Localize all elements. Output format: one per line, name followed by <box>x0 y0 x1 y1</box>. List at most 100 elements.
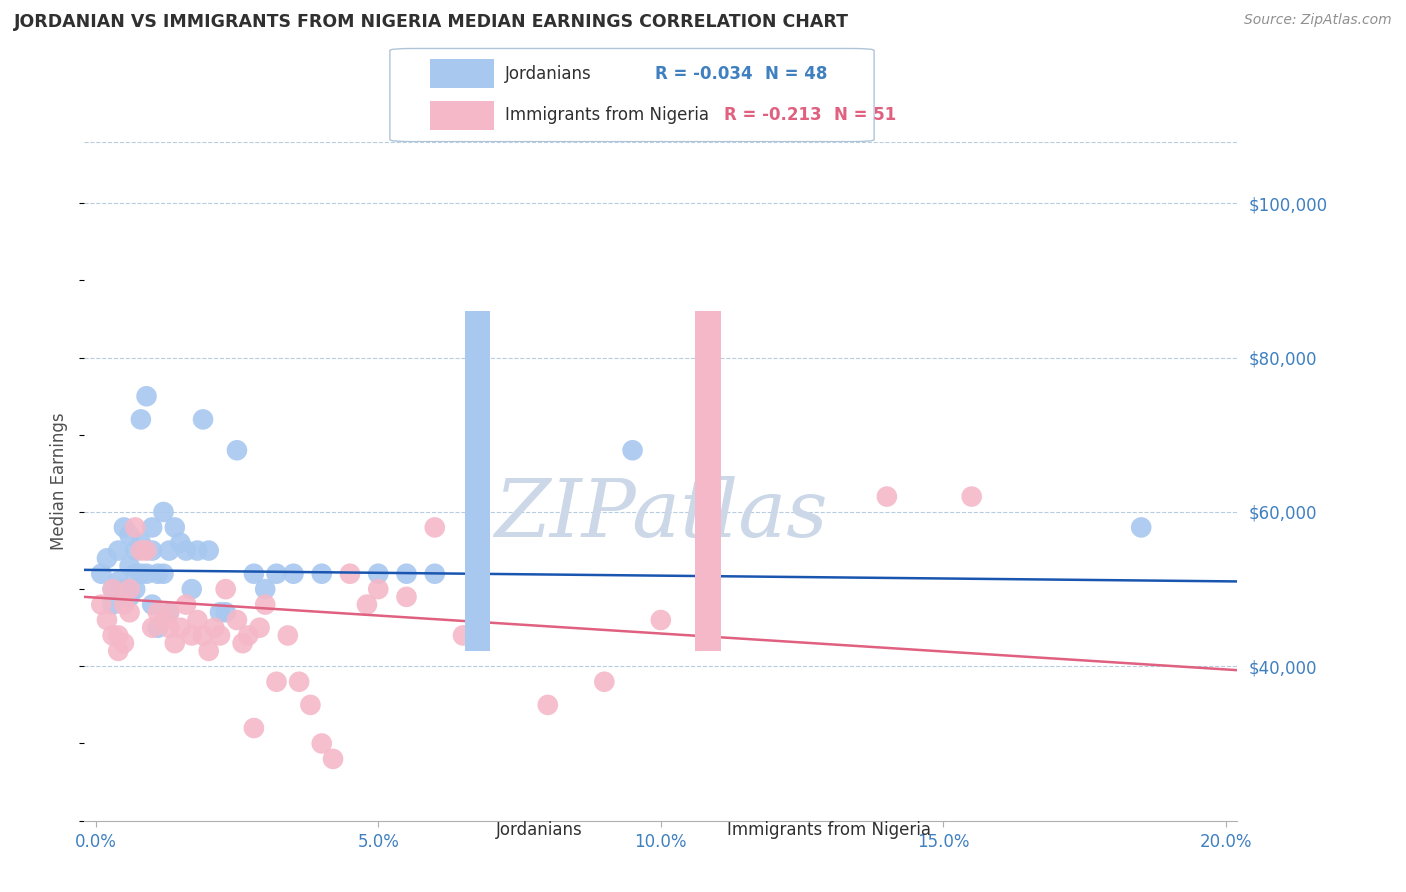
Point <box>90 598 112 612</box>
Point <box>163 636 186 650</box>
Point <box>232 636 254 650</box>
Point <box>152 566 174 581</box>
Text: JORDANIAN VS IMMIGRANTS FROM NIGERIA MEDIAN EARNINGS CORRELATION CHART: JORDANIAN VS IMMIGRANTS FROM NIGERIA MED… <box>14 13 849 31</box>
Point <box>266 674 288 689</box>
Point <box>96 613 118 627</box>
FancyBboxPatch shape <box>430 101 494 130</box>
Point <box>118 559 141 574</box>
Point <box>135 566 157 581</box>
Point <box>157 543 180 558</box>
Point <box>124 566 146 581</box>
Point <box>593 674 616 689</box>
Point <box>226 443 249 458</box>
Point <box>395 566 418 581</box>
Text: Immigrants from Nigeria: Immigrants from Nigeria <box>505 106 709 124</box>
Point <box>101 582 124 596</box>
Point <box>135 389 157 403</box>
Point <box>186 613 208 627</box>
Point <box>186 543 208 558</box>
Text: N = 51: N = 51 <box>834 106 896 124</box>
Point <box>124 582 146 596</box>
Point <box>367 566 389 581</box>
Point <box>163 520 186 534</box>
Point <box>1130 520 1153 534</box>
Point <box>107 644 129 658</box>
Point <box>197 543 219 558</box>
Point <box>243 721 266 735</box>
FancyBboxPatch shape <box>696 311 721 651</box>
Point <box>141 621 163 635</box>
Point <box>423 566 446 581</box>
Point <box>283 566 305 581</box>
Text: Source: ZipAtlas.com: Source: ZipAtlas.com <box>1244 13 1392 28</box>
Point <box>214 582 236 596</box>
Text: Immigrants from Nigeria: Immigrants from Nigeria <box>727 821 931 838</box>
Point <box>124 543 146 558</box>
Point <box>202 621 225 635</box>
Point <box>152 505 174 519</box>
Point <box>650 613 672 627</box>
Point <box>174 598 197 612</box>
Point <box>107 628 129 642</box>
Point <box>451 628 474 642</box>
Point <box>214 605 236 619</box>
Point <box>208 628 231 642</box>
Point <box>367 582 389 596</box>
Point <box>180 628 202 642</box>
Point <box>960 490 983 504</box>
Point <box>146 566 169 581</box>
Point <box>322 752 344 766</box>
Point <box>174 543 197 558</box>
Point <box>124 520 146 534</box>
Point <box>288 674 311 689</box>
Point <box>146 605 169 619</box>
Point <box>112 582 135 596</box>
Point <box>169 536 191 550</box>
Point <box>118 590 141 604</box>
Point <box>254 598 277 612</box>
Text: Jordanians: Jordanians <box>496 821 582 838</box>
Text: N = 48: N = 48 <box>765 65 827 83</box>
Text: ZIPatlas: ZIPatlas <box>494 476 828 554</box>
Point <box>266 566 288 581</box>
Point <box>299 698 322 712</box>
Point <box>226 613 249 627</box>
Point <box>876 490 898 504</box>
Point <box>238 628 260 642</box>
Point <box>339 566 361 581</box>
Point <box>118 582 141 596</box>
Point <box>152 613 174 627</box>
FancyBboxPatch shape <box>430 59 494 88</box>
Point <box>180 582 202 596</box>
Point <box>146 621 169 635</box>
Point <box>129 412 152 426</box>
Point <box>395 590 418 604</box>
Text: Jordanians: Jordanians <box>505 65 592 83</box>
Point <box>621 443 644 458</box>
Point <box>101 628 124 642</box>
Text: R = -0.213: R = -0.213 <box>724 106 823 124</box>
Point <box>157 621 180 635</box>
Point <box>243 566 266 581</box>
Point <box>141 598 163 612</box>
Point <box>112 636 135 650</box>
Point <box>90 566 112 581</box>
Point <box>129 566 152 581</box>
Point <box>101 582 124 596</box>
Point <box>96 551 118 566</box>
Point <box>112 598 135 612</box>
Point <box>129 536 152 550</box>
Point <box>101 598 124 612</box>
Point <box>311 566 333 581</box>
Point <box>141 520 163 534</box>
FancyBboxPatch shape <box>465 311 491 651</box>
Point <box>537 698 560 712</box>
Point <box>249 621 271 635</box>
Point <box>157 605 180 619</box>
Y-axis label: Median Earnings: Median Earnings <box>51 412 69 550</box>
Point <box>107 543 129 558</box>
Point <box>141 543 163 558</box>
Point <box>311 736 333 750</box>
Point <box>157 605 180 619</box>
Point <box>197 644 219 658</box>
